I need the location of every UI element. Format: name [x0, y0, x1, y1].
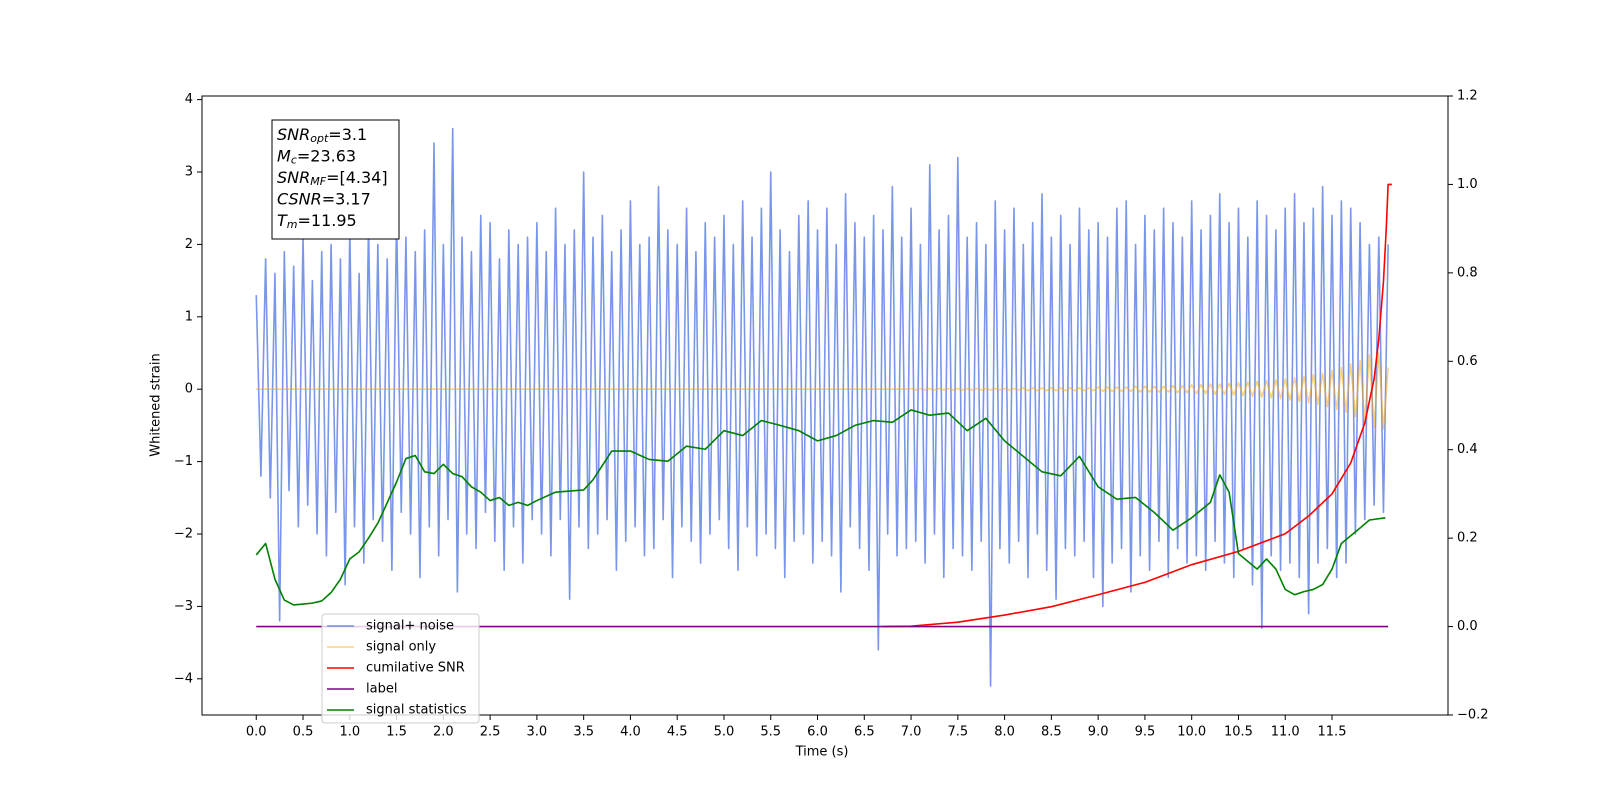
- x-tick-label: 8.0: [994, 725, 1015, 740]
- annotation-main: SNR: [277, 125, 310, 144]
- annotation-sub: m: [287, 218, 298, 231]
- annotation-rest: =3.17: [322, 189, 371, 208]
- x-tick-label: 11.0: [1271, 725, 1300, 740]
- y2-tick-label: 1.0: [1457, 177, 1478, 192]
- x-tick-label: 11.5: [1318, 725, 1347, 740]
- y-tick-label: 3: [185, 165, 193, 180]
- annotation-main: T: [277, 211, 288, 230]
- x-tick-label: 9.0: [1088, 725, 1109, 740]
- legend-label: signal only: [366, 640, 436, 655]
- y-tick-label: 1: [185, 309, 193, 324]
- legend-label: cumilative SNR: [366, 661, 465, 676]
- x-tick-label: 8.5: [1041, 725, 1062, 740]
- x-tick-label: 5.0: [714, 725, 735, 740]
- annotation-sub: c: [291, 154, 297, 167]
- y-tick-label: 0: [185, 382, 193, 397]
- axes-frame: [201, 95, 1449, 716]
- series-line: [255, 409, 1386, 606]
- y2-tick-label: 0.2: [1457, 531, 1478, 546]
- x-tick-label: 1.0: [339, 725, 360, 740]
- annotation-box: [271, 119, 400, 240]
- annotation-rest: =11.95: [298, 211, 357, 230]
- x-tick-label: 7.0: [901, 725, 922, 740]
- x-axis-label: Time (s): [795, 745, 849, 760]
- y-axis-label: Whitened strain: [149, 353, 164, 456]
- x-tick-label: 9.5: [1135, 725, 1156, 740]
- x-tick-label: 6.0: [807, 725, 828, 740]
- legend-label: signal+ noise: [366, 619, 454, 634]
- x-tick-label: 4.5: [667, 725, 688, 740]
- annotation-text: Tm=11.95: [277, 211, 357, 232]
- y2-tick-label: 0.4: [1457, 442, 1478, 457]
- x-tick-label: 0.5: [293, 725, 314, 740]
- x-tick-label: 5.5: [760, 725, 781, 740]
- annotation-text: CSNR=3.17: [277, 189, 371, 208]
- x-tick-label: 2.0: [433, 725, 454, 740]
- x-tick-label: 1.5: [386, 725, 407, 740]
- annotation-main: M: [277, 146, 291, 165]
- y-tick-label: 2: [185, 237, 193, 252]
- annotation-sub: MF: [310, 175, 326, 188]
- annotation-main: CSNR: [277, 189, 322, 208]
- x-tick-label: 4.0: [620, 725, 641, 740]
- annotation-text: SNRopt=3.1: [277, 125, 367, 146]
- x-tick-label: 3.0: [527, 725, 548, 740]
- x-tick-label: 10.0: [1177, 725, 1206, 740]
- x-tick-label: 10.5: [1224, 725, 1253, 740]
- annotation-rest: =[4.34]: [326, 168, 388, 187]
- y2-tick-label: 0.6: [1457, 354, 1478, 369]
- annotation-text: SNRMF=[4.34]: [277, 168, 388, 189]
- y-tick-label: −4: [174, 671, 193, 686]
- series-line: [256, 352, 1389, 430]
- y-tick-label: −1: [174, 454, 193, 469]
- legend-label: label: [366, 682, 397, 697]
- annotation-text: Mc=23.63: [277, 146, 356, 167]
- annotation-rest: =3.1: [328, 125, 367, 144]
- annotation-sub: opt: [310, 132, 329, 145]
- series-line: [255, 127, 1389, 687]
- y-tick-label: 4: [185, 92, 193, 107]
- annotation-rest: =23.63: [297, 146, 356, 165]
- x-tick-label: 2.5: [480, 725, 501, 740]
- x-tick-label: 3.5: [573, 725, 594, 740]
- legend-box: [321, 613, 480, 724]
- y-tick-label: −2: [174, 527, 193, 542]
- y-tick-label: −3: [174, 599, 193, 614]
- x-tick-label: 7.5: [947, 725, 968, 740]
- legend-label: signal statistics: [366, 703, 467, 718]
- y2-tick-label: −0.2: [1457, 708, 1489, 723]
- series-line: [882, 183, 1392, 628]
- y2-tick-label: 0.0: [1457, 619, 1478, 634]
- y2-tick-label: 0.8: [1457, 265, 1478, 280]
- x-tick-label: 0.0: [246, 725, 267, 740]
- y2-tick-label: 1.2: [1457, 89, 1478, 104]
- annotation-main: SNR: [277, 168, 310, 187]
- x-tick-label: 6.5: [854, 725, 875, 740]
